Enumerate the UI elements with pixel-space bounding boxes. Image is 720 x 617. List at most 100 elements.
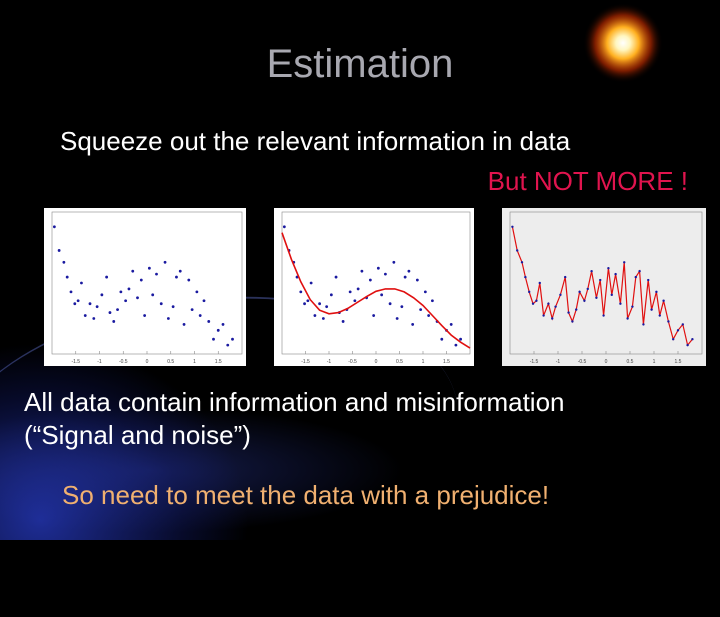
data-point xyxy=(368,278,372,282)
data-point xyxy=(559,293,562,297)
data-point xyxy=(127,287,131,291)
fit-curve xyxy=(281,232,471,349)
data-point xyxy=(95,305,99,309)
data-point xyxy=(202,299,206,303)
data-point xyxy=(634,275,637,279)
data-point xyxy=(178,269,182,273)
x-tick-label: 0.5 xyxy=(627,359,634,365)
x-tick-label: -1 xyxy=(556,359,561,365)
conclusion-text: So need to meet the data with a prejudic… xyxy=(62,480,550,510)
data-point xyxy=(650,308,653,311)
data-point xyxy=(440,337,444,341)
data-point xyxy=(216,328,220,332)
data-point xyxy=(419,308,423,312)
data-point xyxy=(431,299,434,303)
data-point xyxy=(299,290,303,294)
data-point xyxy=(395,317,399,320)
data-point xyxy=(520,261,524,264)
data-point xyxy=(52,225,56,229)
data-point xyxy=(155,272,158,276)
data-point xyxy=(638,269,641,273)
overfit-line-plot: -1.5 -1 -0.5 0 0.5 1 1.5 xyxy=(502,208,706,366)
data-point xyxy=(321,317,325,320)
data-point xyxy=(356,287,360,291)
sun-icon xyxy=(583,3,663,83)
data-point xyxy=(626,317,629,320)
data-point xyxy=(380,293,384,297)
x-tick-label: -0.5 xyxy=(119,359,128,365)
data-point xyxy=(348,290,352,294)
data-point xyxy=(207,320,211,323)
data-point xyxy=(583,299,586,302)
data-point xyxy=(578,290,581,294)
data-point xyxy=(198,314,202,317)
data-point xyxy=(454,343,458,347)
x-tick-label: 1.5 xyxy=(443,359,450,365)
data-point xyxy=(108,311,112,314)
data-point xyxy=(528,290,531,294)
data-point xyxy=(360,269,364,273)
data-point xyxy=(676,329,680,332)
fitted-curve-plot: -1.5 -1 -0.5 0 0.5 1 1.5 xyxy=(274,208,474,366)
data-point xyxy=(516,249,519,252)
data-point xyxy=(392,260,396,264)
data-point xyxy=(667,320,670,323)
data-point xyxy=(187,278,191,282)
x-tick-label: 1.5 xyxy=(675,359,682,365)
data-point xyxy=(427,314,431,317)
data-point xyxy=(62,260,66,264)
data-point xyxy=(655,290,658,294)
x-tick-label: 1 xyxy=(653,359,656,365)
data-point xyxy=(658,314,661,317)
data-point xyxy=(65,275,69,279)
data-point xyxy=(353,299,357,303)
scatter-plot-svg: -1.5 -1 -0.5 0 0.5 1 1.5 xyxy=(51,211,243,365)
data-point xyxy=(595,296,598,299)
data-point xyxy=(423,290,427,294)
data-point xyxy=(607,267,610,270)
data-point xyxy=(547,302,550,305)
data-point xyxy=(511,225,514,228)
scatter-plot: -1.5 -1 -0.5 0 0.5 1 1.5 xyxy=(44,208,246,366)
data-point xyxy=(551,317,554,320)
data-point xyxy=(221,323,225,326)
overfit-line-plot-svg: -1.5 -1 -0.5 0 0.5 1 1.5 xyxy=(509,211,703,365)
data-point xyxy=(411,323,415,326)
data-point xyxy=(599,278,602,282)
data-point xyxy=(602,314,605,317)
data-point xyxy=(195,290,199,294)
data-point xyxy=(119,290,123,294)
data-point xyxy=(80,281,83,285)
data-point xyxy=(131,269,135,273)
data-point xyxy=(681,323,684,326)
data-point xyxy=(571,320,574,323)
data-point xyxy=(100,293,104,297)
data-point xyxy=(341,320,345,323)
x-tick-label: -1 xyxy=(327,359,332,365)
data-point xyxy=(182,323,186,326)
data-point xyxy=(325,305,329,309)
data-point xyxy=(92,317,96,320)
x-tick-label: 0 xyxy=(375,359,378,365)
emphasis-line: But NOT MORE ! xyxy=(487,166,688,196)
x-tick-label: -1.5 xyxy=(301,359,310,365)
data-point xyxy=(542,314,545,317)
data-point xyxy=(384,272,387,276)
x-tick-label: 0.5 xyxy=(167,359,174,365)
data-point xyxy=(376,266,380,270)
data-point xyxy=(163,260,167,264)
data-point xyxy=(590,269,593,273)
data-point xyxy=(231,337,234,341)
data-point xyxy=(400,305,404,309)
data-point xyxy=(136,296,139,300)
data-point xyxy=(88,302,92,306)
data-point xyxy=(73,302,77,306)
x-tick-label: -0.5 xyxy=(578,359,587,365)
data-point xyxy=(309,281,313,285)
data-point xyxy=(313,314,317,317)
x-tick-label: -1.5 xyxy=(71,359,80,365)
data-point xyxy=(691,338,694,341)
body-line-1: All data contain information and misinfo… xyxy=(24,387,565,417)
data-point xyxy=(166,317,170,320)
data-point xyxy=(403,275,407,279)
